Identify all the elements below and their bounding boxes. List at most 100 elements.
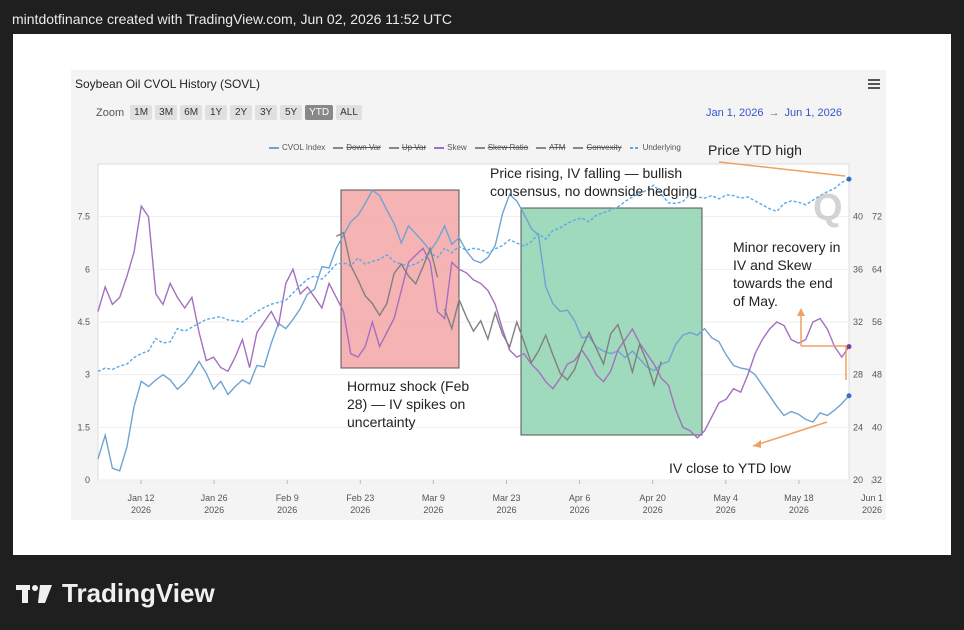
price-ytd-high-arrow [718,161,846,177]
legend-swatch [629,146,640,149]
zoom-5y-button[interactable]: 5Y [280,105,303,120]
legend-item-down-var[interactable]: Down Var [333,143,381,152]
hamburger-menu-icon[interactable] [868,79,880,91]
cvol-end-point [846,393,852,399]
series-line-skew [97,204,850,439]
legend-item-atm[interactable]: ATM [536,143,565,152]
y-right-underlying-tick-label: 40 [872,422,882,432]
chart-plot-area: 0 1.5 3 4.5 6 7.5 20 24 28 32 36 40 32 40 48 56 64 72 Jan … [77,142,883,515]
y-left-tick-label: 7.5 [77,212,90,222]
zoom-1m-button[interactable]: 1M [130,105,153,120]
legend-label: Underlying [642,143,681,152]
tradingview-logo-text: TradingView [62,578,215,608]
y-left-tick-label: 1.5 [77,422,90,432]
series-line-atm [443,297,662,388]
price-rising-box [520,207,703,436]
legend-label: Up Var [401,143,427,152]
x-tick-label: Mar 9 [422,493,445,503]
annotation-price-ytd-high: Price YTD high [708,142,802,158]
chart-legend: CVOL Index Down Var Up Var Skew Skew Rat… [269,143,681,152]
legend-swatch [536,146,547,149]
x-tick-label: Jan 12 [127,493,154,503]
zoom-2y-button[interactable]: 2Y [230,105,253,120]
iv-low-arrowhead [753,440,761,448]
x-tick-label: Jun 1 [861,493,883,503]
y-left-tick-label: 6 [85,264,90,274]
annotation-hormuz: Hormuz shock (Feb 28) — IV spikes on uncer… [347,378,469,430]
legend-item-skew[interactable]: Skew [434,143,467,152]
y-right-cvol-tick-label: 28 [853,370,863,380]
annotation-iv-low: IV close to YTD low [669,460,792,476]
hormuz-shock-box [340,189,460,369]
y-left-tick-label: 4.5 [77,317,90,327]
tradingview-logo[interactable]: TradingView [16,578,215,609]
watermark-q: Q [813,187,843,229]
y-right-underlying-tick-label: 64 [872,264,882,274]
y-left-tick-label: 3 [85,370,90,380]
x-tick-label: May 4 [714,493,739,503]
date-range-to[interactable]: Jun 1, 2026 [784,107,843,119]
y-right-cvol-tick-label: 40 [853,212,863,222]
zoom-3y-button[interactable]: 3Y [255,105,278,120]
legend-swatch [269,146,279,149]
x-tick-year-label: 2026 [131,505,151,515]
legend-swatch [474,146,485,149]
legend-swatch [333,146,344,149]
date-range[interactable]: Jan 1, 2026 → Jun 1, 2026 [706,107,842,119]
x-tick-year-label: 2026 [496,505,516,515]
series-line-hormuz-atm [335,231,439,317]
y-right-underlying-tick-label: 48 [872,370,882,380]
legend-swatch [434,146,445,149]
legend-item-skew-ratio[interactable]: Skew Ratio [474,143,529,152]
x-tick-label: Apr 6 [569,493,591,503]
zoom-label: Zoom [96,106,125,119]
zoom-1y-button[interactable]: 1Y [205,105,228,120]
date-range-arrow: → [768,107,780,119]
recovery-arrowhead [797,308,805,316]
zoom-3m-button[interactable]: 3M [155,105,178,120]
legend-swatch [573,146,584,149]
zoom-controls: Zoom 1M 3M 6M 1Y 2Y 3Y 5Y YTD ALL [96,105,362,120]
annotation-recovery: Minor recovery in IV and Skew towards the … [733,239,840,309]
x-tick-year-label: 2026 [277,505,297,515]
x-tick-label: Apr 20 [639,493,666,503]
y-right-cvol-tick-label: 36 [853,264,863,274]
x-tick-year-label: 2026 [350,505,370,515]
legend-label: CVOL Index [282,143,326,152]
y-right-underlying-tick-label: 72 [872,212,882,222]
annotation-price-rising: Price rising, IV falling — bullish consen… [490,165,697,199]
y-right-cvol-tick-label: 32 [853,317,863,327]
date-range-from[interactable]: Jan 1, 2026 [706,107,764,119]
x-tick-label: Mar 23 [492,493,520,503]
x-tick-year-label: 2026 [789,505,809,515]
skew-end-point [846,344,852,350]
zoom-ytd-button[interactable]: YTD [305,105,334,120]
tradingview-logo-icon [16,584,52,603]
recovery-bracket [801,345,847,380]
legend-label: Skew [447,143,467,152]
y-right-underlying-tick-label: 56 [872,317,882,327]
x-tick-year-label: 2026 [716,505,736,515]
chart-title: Soybean Oil CVOL History (SOVL) [75,77,260,91]
x-tick-year-label: 2026 [204,505,224,515]
legend-label: ATM [549,143,566,152]
legend-item-convexity[interactable]: Convexity [573,143,622,152]
x-tick-label: Feb 9 [276,493,299,503]
iv-low-arrow [752,421,828,447]
underlying-end-point [846,176,852,182]
x-tick-label: Feb 23 [346,493,374,503]
x-tick-label: Jan 26 [201,493,228,503]
legend-item-cvol[interactable]: CVOL Index [269,143,325,152]
series-line-underlying [97,178,850,373]
zoom-6m-button[interactable]: 6M [180,105,203,120]
x-tick-year-label: 2026 [643,505,663,515]
legend-swatch [388,146,399,149]
legend-item-up-var[interactable]: Up Var [388,143,427,152]
legend-item-underlying[interactable]: Underlying [629,143,681,152]
series-line-cvol-index [97,189,850,472]
legend-label: Skew Ratio [487,143,529,152]
y-right-underlying-tick-label: 32 [872,475,882,485]
x-tick-label: May 18 [784,493,814,503]
legend-label: Down Var [346,143,381,152]
zoom-all-button[interactable]: ALL [336,105,362,120]
